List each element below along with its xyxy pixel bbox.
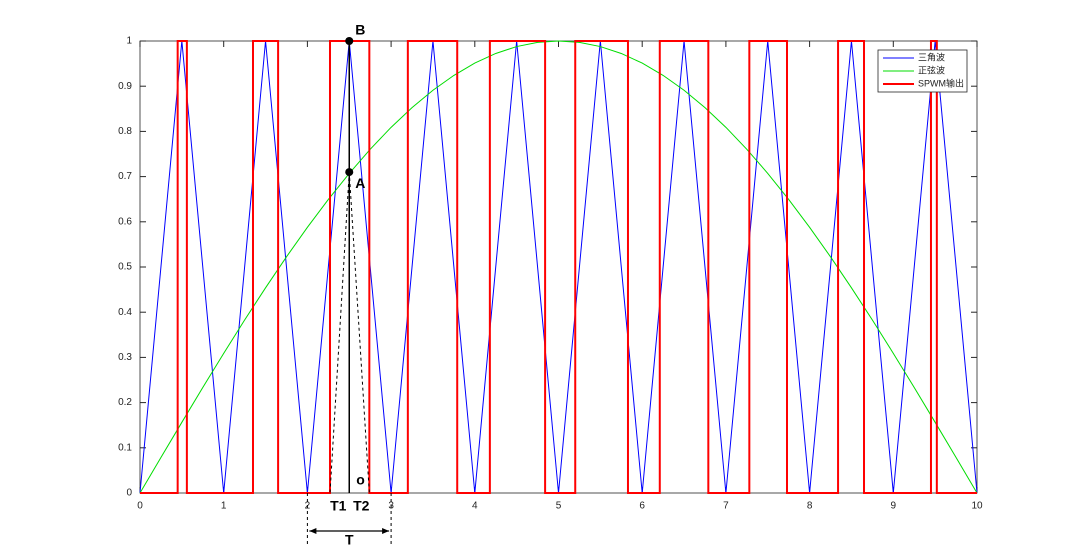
plot-area [139, 40, 978, 494]
legend-label: 三角波 [918, 51, 945, 62]
y-tick-label: 0.2 [118, 397, 132, 408]
legend-label: 正弦波 [918, 64, 945, 75]
y-tick-label: 0 [126, 488, 132, 499]
annotation-label: T2 [353, 498, 370, 514]
y-tick-label: 0.9 [118, 81, 132, 92]
legend-label: SPWM输出 [918, 77, 964, 88]
annotation-label: o [356, 472, 365, 488]
y-tick-label: 0.7 [118, 171, 132, 182]
y-tick-label: 0.5 [118, 262, 132, 273]
x-tick-label: 4 [472, 501, 478, 512]
x-tick-label: 7 [723, 501, 729, 512]
annotation-label: B [355, 22, 365, 38]
y-tick-label: 0.8 [118, 126, 132, 137]
x-tick-label: 10 [971, 501, 983, 512]
x-tick-label: 8 [807, 501, 813, 512]
annotation-label: A [355, 175, 365, 191]
y-tick-label: 0.6 [118, 216, 132, 227]
point-b [345, 37, 354, 45]
x-tick-label: 6 [639, 501, 645, 512]
x-tick-label: 0 [137, 501, 143, 512]
annotation-label: T1 [330, 498, 347, 514]
y-tick-label: 0.3 [118, 352, 132, 363]
x-tick-label: 1 [221, 501, 227, 512]
x-tick-label: 5 [556, 501, 562, 512]
y-tick-label: 0.4 [118, 307, 132, 318]
y-tick-label: 1 [126, 36, 132, 47]
y-tick-label: 0.1 [118, 442, 132, 453]
annotation-label: T [345, 532, 354, 548]
series-line [140, 40, 977, 494]
point-a [345, 168, 354, 177]
x-tick-label: 9 [891, 501, 897, 512]
